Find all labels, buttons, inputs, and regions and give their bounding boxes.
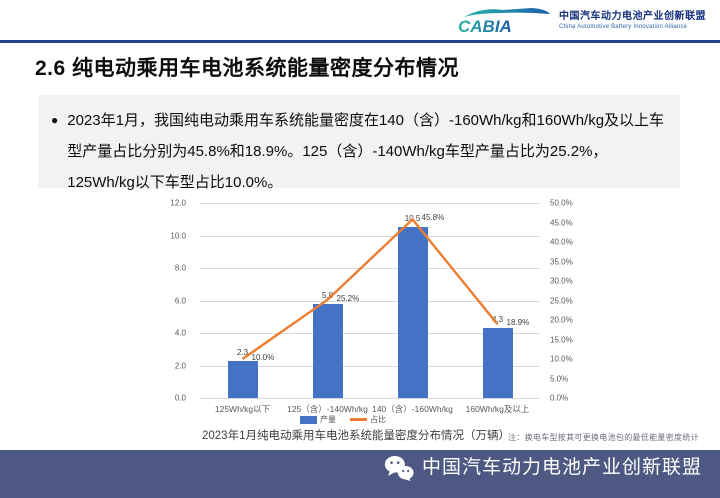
y-tick-label-right: 25.0% [550,296,573,305]
grid-line [200,300,540,302]
bar [397,227,428,398]
grid-line [200,235,540,237]
line-point-label: 10.0% [251,353,275,362]
left-axis: 12.0 10.0 8.0 6.0 4.0 2.0 0.0 [140,199,192,403]
y-tick-label-right: 0.0% [550,393,569,403]
legend-bar-swatch [300,415,317,424]
org-name-cn: 中国汽车动力电池产业创新联盟 [559,11,706,22]
y-tick-label-left: 2.0 [174,361,186,370]
trend-line [241,217,499,360]
footer-org-name: 中国汽车动力电池产业创新联盟 [421,457,702,478]
chart-note: 注：换电车型按其可更换电池包的最低能量密度统计 [508,433,699,442]
y-tick-label-right: 40.0% [550,237,573,247]
y-tick-label-right: 20.0% [550,315,573,325]
line-point-label: 45.8% [421,213,445,223]
right-axis: 50.0% 45.0% 40.0% 35.0% 30.0% 25.0% 20.0% 15.0%… [546,199,596,403]
y-tick-label-right: 35.0% [550,257,573,266]
grid-line [200,398,540,399]
bar [312,303,343,398]
y-tick-label-right: 5.0% [550,374,569,383]
y-tick-label-right: 10.0% [550,354,573,364]
wechat-icon [384,456,414,481]
y-tick-label-right: 45.0% [550,218,573,227]
legend-label: 占比 [370,415,386,424]
cabia-logo-icon: CABIA [458,8,550,35]
header-divider [0,40,720,43]
legend-item: 产量 [300,414,336,425]
bar-value-label: 4.3 [491,315,504,325]
logo-text: CABIA [458,17,512,35]
y-tick-label-right: 15.0% [550,335,573,344]
grid-line [200,333,540,334]
y-tick-label-right: 50.0% [550,198,573,208]
logo-block: CABIA 中国汽车动力电池产业创新联盟 China Automotive Ba… [456,7,706,35]
bar-value-label: 2.3 [236,347,249,357]
footer: 中国汽车动力电池产业创新联盟 [0,450,720,498]
x-axis-label: 125（含）-140Wh/kg [287,404,368,414]
x-axis-label: 125Wh/kg以下 [214,404,271,414]
y-tick-label-left: 4.0 [174,328,186,338]
chart: 12.0 10.0 8.0 6.0 4.0 2.0 0.0 50.0% 45.0% 40.0% 3… [140,196,700,450]
y-tick-label-left: 0.0 [174,393,186,403]
plot-area: 2.3 5.8 10.5 4.3 125Wh/kg以下 125（含）-140Wh/kg 14… [200,203,540,414]
y-tick-label-left: 10.0 [170,231,186,240]
bar [227,360,258,398]
legend-line-swatch [350,418,367,421]
legend-item: 占比 [350,414,386,425]
summary-box: ● 2023年1月，我国纯电动乘用车系统能量密度在140（含）-160Wh/kg… [38,95,680,191]
y-tick-label-left: 12.0 [170,198,186,208]
y-tick-label-left: 6.0 [174,296,186,305]
header: CABIA 中国汽车动力电池产业创新联盟 China Automotive Ba… [0,0,720,40]
line-point-label: 25.2% [336,293,360,303]
grid-line [200,365,540,367]
page-title: 2.6 纯电动乘用车电池系统能量密度分布情况 [35,57,460,80]
chart-legend: 产量 占比 [300,414,386,425]
bar [482,328,513,398]
x-axis-label: 140（含）-160Wh/kg [372,404,453,414]
line-point-label: 18.9% [506,318,530,328]
grid-line [200,203,540,204]
legend-label: 产量 [320,415,336,424]
x-axis-label: 160Wh/kg及以上 [465,404,530,414]
grid-line [200,268,540,269]
y-tick-label-right: 30.0% [550,276,573,286]
bar-value-label: 5.8 [321,290,334,300]
org-name-block: 中国汽车动力电池产业创新联盟 China Automotive Battery … [559,11,706,31]
bullet-marker: ● [51,113,59,127]
summary-text: 2023年1月，我国纯电动乘用车系统能量密度在140（含）-160Wh/kg和1… [67,112,665,191]
y-tick-label-left: 8.0 [174,263,186,273]
org-name-en: China Automotive Battery Innovation Alli… [559,24,688,30]
chart-title: 2023年1月纯电动乘用车电池系统能量密度分布情况（万辆） [202,430,510,442]
